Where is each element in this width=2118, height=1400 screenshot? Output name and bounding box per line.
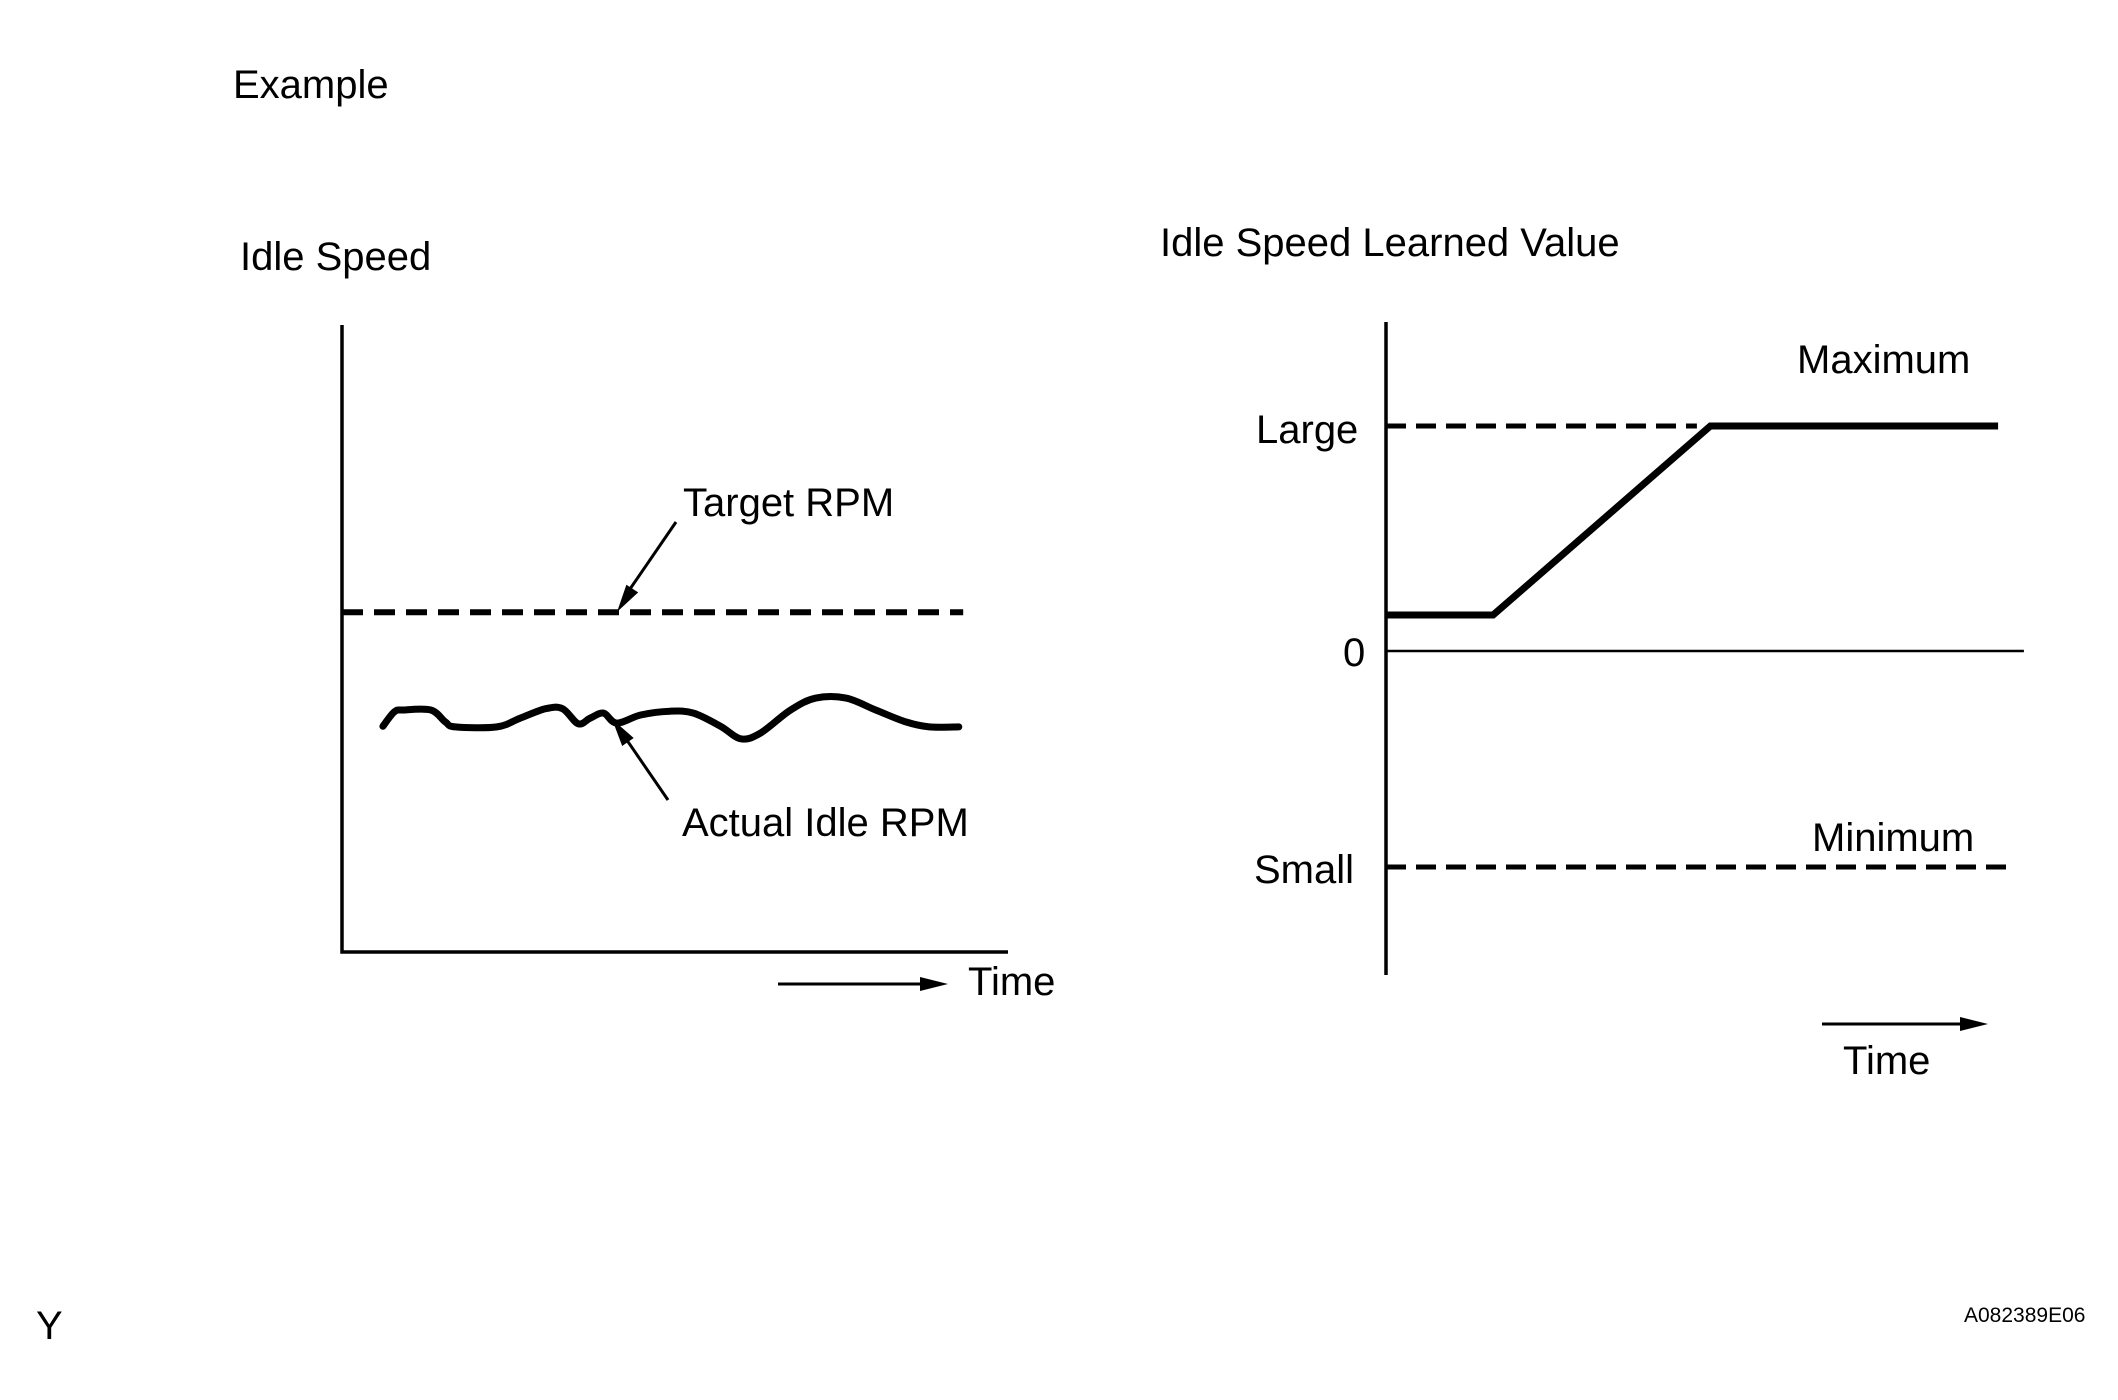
zero-tick-label: 0 — [1343, 631, 1366, 675]
actual-idle-rpm-label: Actual Idle RPM — [682, 801, 969, 845]
target-rpm-arrowhead-icon — [617, 584, 639, 612]
maximum-label: Maximum — [1797, 338, 1971, 382]
right-time-arrowhead-icon — [1960, 1017, 1988, 1031]
left-time-axis-label: Time — [968, 960, 1056, 1004]
minimum-label: Minimum — [1812, 816, 1975, 860]
left-chart-title: Idle Speed — [240, 235, 432, 279]
actual-idle-rpm-arrowhead-icon — [612, 719, 634, 746]
target-rpm-label: Target RPM — [683, 481, 895, 525]
left-time-arrowhead-icon — [920, 977, 948, 991]
example-label: Example — [233, 63, 389, 107]
right-time-axis-label: Time — [1843, 1039, 1931, 1083]
large-tick-label: Large — [1256, 408, 1359, 452]
actual-idle-rpm-leader-line — [620, 732, 670, 801]
figure-code: A082389E06 — [1964, 1304, 2086, 1327]
target-rpm-leader-line — [628, 521, 678, 590]
small-tick-label: Small — [1254, 848, 1355, 892]
learned-value-line — [1386, 422, 1999, 619]
left-chart-axes — [340, 325, 1008, 954]
right-chart-title: Idle Speed Learned Value — [1160, 221, 1620, 265]
left-chart — [340, 325, 1008, 991]
right-chart — [1384, 322, 2024, 1031]
page-marker: Y — [36, 1304, 63, 1348]
actual-idle-rpm-curve — [379, 693, 963, 743]
